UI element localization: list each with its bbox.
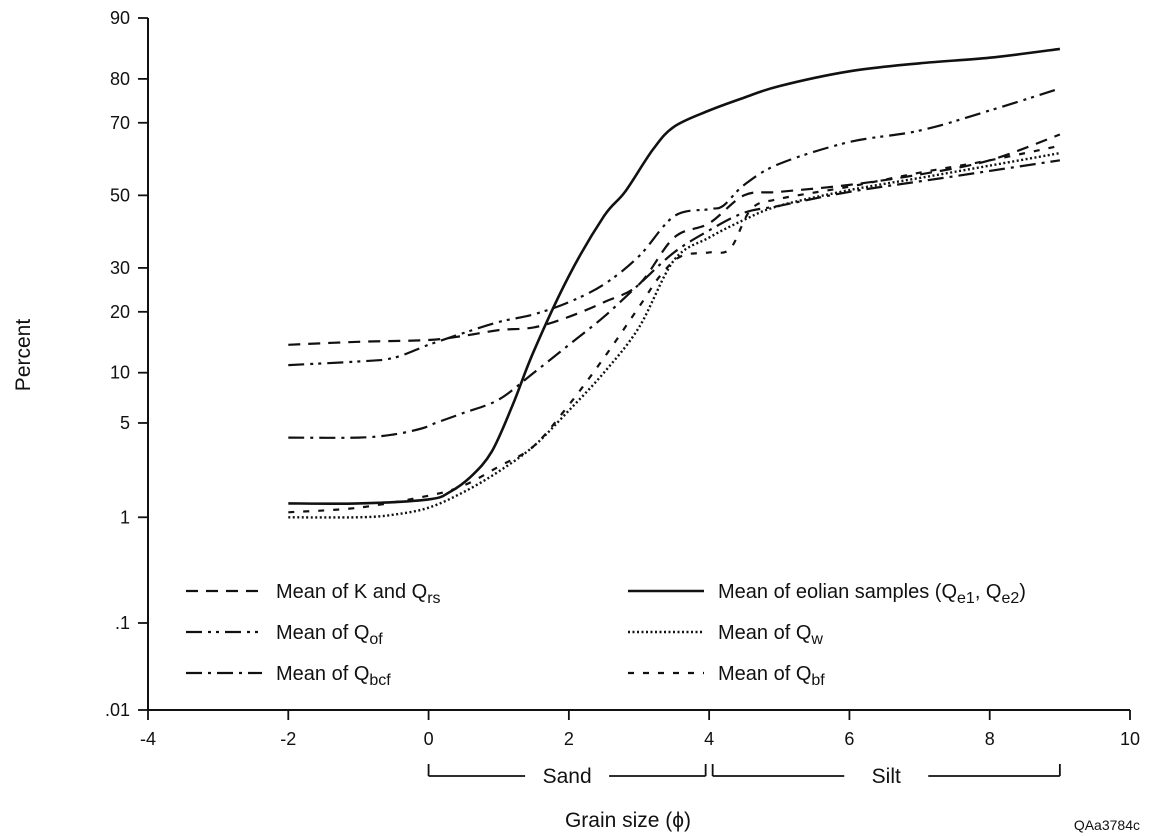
figure-code: QAa3784c — [1074, 817, 1140, 833]
y-tick-label: 90 — [110, 8, 130, 28]
bracket-label-sand: Sand — [543, 765, 592, 788]
series-line-5 — [288, 151, 1061, 519]
series-line-1 — [288, 133, 1061, 346]
x-tick-label: -4 — [140, 729, 156, 749]
series-line-3 — [288, 159, 1061, 439]
x-tick-label: 2 — [564, 729, 574, 749]
axis-ticks: .01 .1 1 5 10 20 30 50 70 80 90 -4 -2 0 2 4 6 8 10 — [105, 8, 1140, 749]
x-axis-title: Grain size (ϕ) — [565, 809, 691, 832]
bracket-label-silt: Silt — [872, 765, 901, 788]
legend: Mean of K and Qrs Mean of Qof Mean of Qbcf… — [186, 581, 1026, 689]
y-tick-label: 50 — [110, 185, 130, 205]
legend-label-4: Mean of eolian samples (Qe1, Qe2) — [718, 581, 1026, 607]
y-tick-label: 70 — [110, 113, 130, 133]
legend-label-6: Mean of Qbf — [718, 663, 825, 689]
legend-label-5: Mean of Qw — [718, 622, 823, 648]
series-line-4 — [288, 47, 1061, 506]
legend-label-3: Mean of Qbcf — [276, 663, 391, 689]
y-tick-label: 80 — [110, 69, 130, 89]
y-tick-label: 5 — [120, 413, 130, 433]
legend-label-2: Mean of Qof — [276, 622, 383, 648]
plot-frame — [147, 18, 1130, 711]
y-tick-label: 20 — [110, 302, 130, 322]
y-tick-label: .1 — [115, 613, 130, 633]
x-tick-label: 10 — [1120, 729, 1140, 749]
series-group — [288, 47, 1061, 519]
y-tick-label: 10 — [110, 363, 130, 383]
x-tick-label: 8 — [985, 729, 995, 749]
x-tick-label: 6 — [844, 729, 854, 749]
series-line-6 — [288, 144, 1061, 514]
x-tick-label: -2 — [280, 729, 296, 749]
x-tick-label: 0 — [424, 729, 434, 749]
y-tick-label: 30 — [110, 258, 130, 278]
x-tick-label: 4 — [704, 729, 714, 749]
y-tick-label: 1 — [120, 507, 130, 527]
legend-label-1: Mean of K and Qrs — [276, 581, 441, 607]
grain-class-brackets: Sand Silt — [427, 764, 1061, 788]
y-axis-title: Percent — [12, 319, 35, 392]
series-line-2 — [288, 87, 1061, 367]
y-tick-label: .01 — [105, 700, 130, 720]
